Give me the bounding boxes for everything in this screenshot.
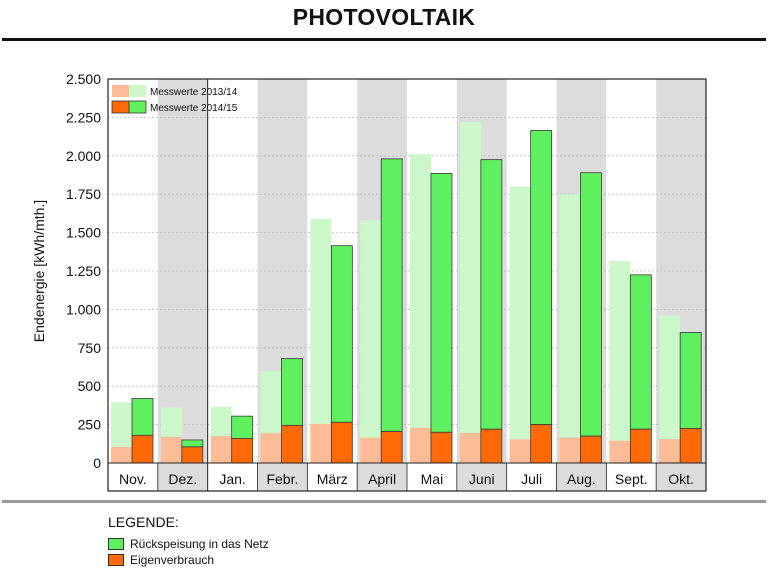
bar-2013-eigen-10 xyxy=(559,437,581,463)
bar-2014-netz-1 xyxy=(131,398,154,436)
bar-2013-netz-9 xyxy=(509,186,531,440)
bar-2014-eigen-3 xyxy=(231,438,254,464)
bar-2014-netz-7 xyxy=(430,173,453,433)
legend-swatch-orange xyxy=(108,554,124,566)
bar-2014-eigen-2 xyxy=(181,446,204,464)
bar-2014-netz-2 xyxy=(181,439,204,448)
bar-2013-netz-12 xyxy=(659,315,681,440)
chart-title: PHOTOVOLTAIK xyxy=(292,4,476,30)
bar-2013-eigen-7 xyxy=(410,427,431,463)
x-tick-label-2: Dez. xyxy=(168,471,197,487)
legend-swatch-green xyxy=(108,538,124,550)
y-tick-label-4: 1.000 xyxy=(66,301,101,317)
y-tick-label-7: 1.750 xyxy=(66,186,101,202)
bar-2014-eigen-6 xyxy=(380,431,403,464)
inner-legend-swatch-b-1 xyxy=(129,85,146,97)
y-tick-label-6: 1.500 xyxy=(66,225,101,241)
y-tick-label-9: 2.250 xyxy=(66,109,101,125)
bar-2014-netz-9 xyxy=(530,130,553,426)
bar-2013-netz-1 xyxy=(111,402,132,447)
y-tick-label-5: 1.250 xyxy=(66,263,101,279)
bar-2013-netz-10 xyxy=(559,194,581,438)
bar-2013-netz-4 xyxy=(260,370,282,434)
x-tick-label-8: Juni xyxy=(469,471,495,487)
x-tick-label-1: Nov. xyxy=(119,471,147,487)
y-tick-label-1: 250 xyxy=(78,417,102,433)
x-tick-label-7: Mai xyxy=(421,471,444,487)
bar-2013-netz-8 xyxy=(459,122,481,434)
bar-2013-eigen-3 xyxy=(210,436,232,463)
bar-2014-netz-12 xyxy=(679,332,702,429)
x-tick-label-12: Okt. xyxy=(668,471,694,487)
footer-divider xyxy=(2,500,766,503)
chart-legend: LEGENDE: Rückspeisung in das Netz Eigenv… xyxy=(108,514,269,568)
bar-2013-netz-7 xyxy=(410,154,431,428)
x-tick-label-9: Juli xyxy=(521,471,542,487)
bar-2013-eigen-11 xyxy=(609,440,631,463)
bar-2013-netz-5 xyxy=(310,218,332,424)
bar-2013-eigen-6 xyxy=(360,437,382,463)
y-tick-label-2: 500 xyxy=(78,378,102,394)
bar-2014-eigen-10 xyxy=(580,435,602,464)
bar-2014-netz-11 xyxy=(629,274,652,430)
bar-2013-eigen-4 xyxy=(260,433,282,463)
bar-2014-eigen-12 xyxy=(679,428,702,464)
inner-legend-label-1: Messwerte 2013/14 xyxy=(150,87,238,98)
bar-2013-eigen-9 xyxy=(509,439,531,463)
x-tick-label-3: Jan. xyxy=(219,471,245,487)
legend-label-rueckspeisung: Rückspeisung in das Netz xyxy=(130,537,269,551)
bar-2014-eigen-9 xyxy=(530,424,553,464)
y-axis-label: Endenergie [kWh/mth.] xyxy=(31,200,47,342)
bar-2013-netz-2 xyxy=(160,407,182,437)
legend-item-rueckspeisung: Rückspeisung in das Netz xyxy=(108,536,269,552)
inner-legend-label-2: Messwerte 2014/15 xyxy=(150,103,238,114)
bar-2013-eigen-8 xyxy=(459,433,481,463)
legend-title: LEGENDE: xyxy=(108,514,179,530)
x-tick-label-11: Sept. xyxy=(615,471,648,487)
bar-2013-eigen-1 xyxy=(111,446,132,463)
legend-label-eigenverbrauch: Eigenverbrauch xyxy=(130,553,215,567)
y-tick-label-10: 2.500 xyxy=(66,71,101,87)
x-tick-label-6: April xyxy=(368,471,396,487)
title-divider xyxy=(2,38,766,41)
bar-2014-eigen-5 xyxy=(330,421,353,464)
y-tick-label-3: 750 xyxy=(78,340,102,356)
y-tick-label-0: 0 xyxy=(93,455,101,471)
inner-legend-swatch-a-1 xyxy=(112,85,129,97)
bar-2014-netz-6 xyxy=(380,158,403,432)
x-tick-label-5: März xyxy=(317,471,348,487)
bar-2013-netz-11 xyxy=(609,261,631,441)
bar-2014-eigen-11 xyxy=(629,428,652,464)
bar-2014-eigen-4 xyxy=(281,424,303,464)
legend-item-eigenverbrauch: Eigenverbrauch xyxy=(108,552,269,568)
bar-2013-eigen-5 xyxy=(310,423,332,463)
x-tick-label-4: Febr. xyxy=(266,471,298,487)
inner-legend-swatch-b-2 xyxy=(128,100,147,114)
bar-2014-eigen-8 xyxy=(480,428,503,464)
bar-2013-netz-6 xyxy=(360,220,382,438)
plot-frame xyxy=(107,78,707,492)
y-tick-label-8: 2.000 xyxy=(66,148,101,164)
bar-2014-netz-5 xyxy=(330,245,353,423)
bar-2013-eigen-12 xyxy=(659,439,681,463)
bar-chart: Nov. Dez. Jan. Febr. März April Mai Juni Juli Aug… xyxy=(31,71,707,492)
bar-2014-netz-3 xyxy=(231,415,254,439)
bar-2014-netz-8 xyxy=(480,159,503,430)
bar-2013-netz-3 xyxy=(210,406,232,437)
bar-2014-eigen-1 xyxy=(131,434,154,464)
bar-2014-eigen-7 xyxy=(430,431,453,464)
bar-2014-netz-10 xyxy=(580,172,602,437)
bar-2013-eigen-2 xyxy=(160,436,182,463)
inner-legend-swatch-a-2 xyxy=(111,100,130,114)
bar-2014-netz-4 xyxy=(281,358,303,426)
x-tick-label-10: Aug. xyxy=(567,471,596,487)
